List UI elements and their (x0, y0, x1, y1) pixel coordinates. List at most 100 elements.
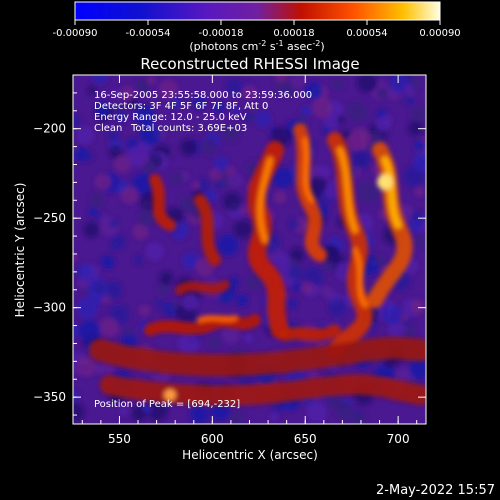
x-tick-label: 650 (294, 432, 317, 446)
image-texture (324, 115, 339, 131)
image-texture (76, 263, 94, 281)
image-texture (158, 79, 179, 100)
image-texture (225, 78, 244, 96)
image-texture (196, 178, 211, 192)
image-texture (413, 139, 426, 152)
colorbar-tick-label: -0.00090 (53, 28, 98, 39)
image-texture (304, 81, 323, 100)
image-texture (233, 219, 253, 239)
image-texture (133, 104, 156, 127)
image-texture (269, 412, 279, 422)
image-texture (301, 105, 312, 116)
image-texture (73, 146, 88, 162)
colorbar-tick-label: -0.00018 (199, 28, 244, 39)
image-texture (99, 317, 120, 338)
image-texture (100, 255, 115, 270)
image-texture (349, 411, 367, 424)
image-texture (356, 75, 378, 93)
image-texture (412, 152, 426, 173)
colorbar-ticks (74, 20, 441, 25)
image-texture (73, 390, 80, 403)
image-texture (132, 223, 149, 240)
image-texture (272, 253, 291, 271)
image-texture (113, 109, 128, 123)
emission-loop (194, 194, 221, 266)
emission-loop (149, 174, 176, 231)
image-texture (170, 172, 184, 185)
image-texture (138, 304, 151, 317)
image-texture (243, 113, 253, 123)
image-texture (376, 87, 389, 99)
image-texture (83, 221, 100, 238)
image-texture (274, 75, 289, 83)
y-tick-label: −350 (33, 390, 66, 404)
image-texture (301, 281, 314, 294)
image-texture (410, 105, 426, 123)
image-texture (388, 321, 406, 340)
image-texture (229, 411, 244, 424)
annotation-energy: Energy Range: 12.0 - 25.0 keV (94, 112, 247, 123)
y-tick-label: −300 (33, 301, 66, 315)
image-texture (210, 401, 230, 421)
image-texture (230, 105, 240, 115)
image-texture (91, 75, 109, 84)
image-texture (273, 191, 287, 204)
image-texture (331, 77, 345, 91)
image-texture (328, 298, 347, 317)
image-texture (213, 156, 229, 172)
image-texture (146, 399, 168, 421)
image-texture (95, 362, 108, 376)
image-texture (357, 181, 380, 204)
image-texture (227, 172, 243, 188)
y-axis-label: Heliocentric Y (arcsec) (13, 183, 27, 318)
image-texture (403, 83, 414, 94)
annotation-time: 16-Sep-2005 23:55:58.000 to 23:59:36.000 (94, 90, 312, 101)
image-texture (306, 402, 328, 423)
emission-hot (256, 156, 274, 244)
colorbar-tick-label: 0.00018 (273, 28, 314, 39)
image-texture (203, 189, 218, 204)
image-texture (200, 138, 217, 155)
colorbar-units: (photons cm-2 s-1 asec-2) (189, 39, 324, 53)
image-texture (214, 180, 223, 189)
image-texture (73, 402, 85, 422)
image-texture (414, 235, 426, 248)
colorbar-tick-labels: -0.00090 -0.00054 -0.00018 0.00018 0.00054 0.… (53, 28, 461, 39)
image-texture (156, 282, 170, 296)
image-texture (75, 125, 95, 145)
image-texture (76, 297, 99, 319)
image-texture (272, 167, 294, 189)
colorbar-tick-label: -0.00054 (126, 28, 171, 39)
emission-hot (336, 146, 359, 234)
image-texture (222, 326, 240, 344)
image-texture (113, 89, 122, 98)
image-texture (348, 129, 370, 151)
emission-hot (302, 137, 315, 203)
solar-image (73, 75, 426, 424)
image-texture (408, 359, 426, 381)
image-texture (110, 234, 126, 250)
image-texture (222, 124, 240, 142)
image-texture (95, 101, 110, 116)
image-texture (292, 282, 302, 292)
image-texture (349, 148, 371, 169)
image-texture (208, 336, 222, 350)
colorbar (74, 1, 441, 21)
emission-hot (381, 156, 402, 229)
image-texture (236, 294, 249, 307)
image-texture (222, 192, 242, 212)
image-texture (77, 277, 90, 289)
image-texture (288, 218, 300, 230)
image-texture (142, 404, 153, 414)
image-texture (94, 173, 112, 191)
image-texture (73, 252, 78, 262)
colorbar-tick-label: 0.00090 (419, 28, 460, 39)
image-texture (137, 208, 156, 227)
image-texture (213, 101, 225, 113)
x-axis-label: Heliocentric X (arcsec) (182, 448, 318, 462)
image-texture (111, 101, 121, 111)
image-texture (155, 299, 165, 309)
image-texture (120, 86, 135, 101)
emission-loop (89, 337, 426, 377)
